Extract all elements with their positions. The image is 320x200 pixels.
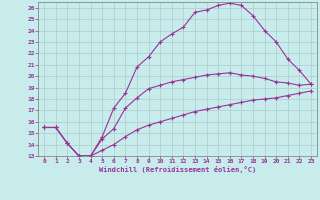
X-axis label: Windchill (Refroidissement éolien,°C): Windchill (Refroidissement éolien,°C) — [99, 166, 256, 173]
